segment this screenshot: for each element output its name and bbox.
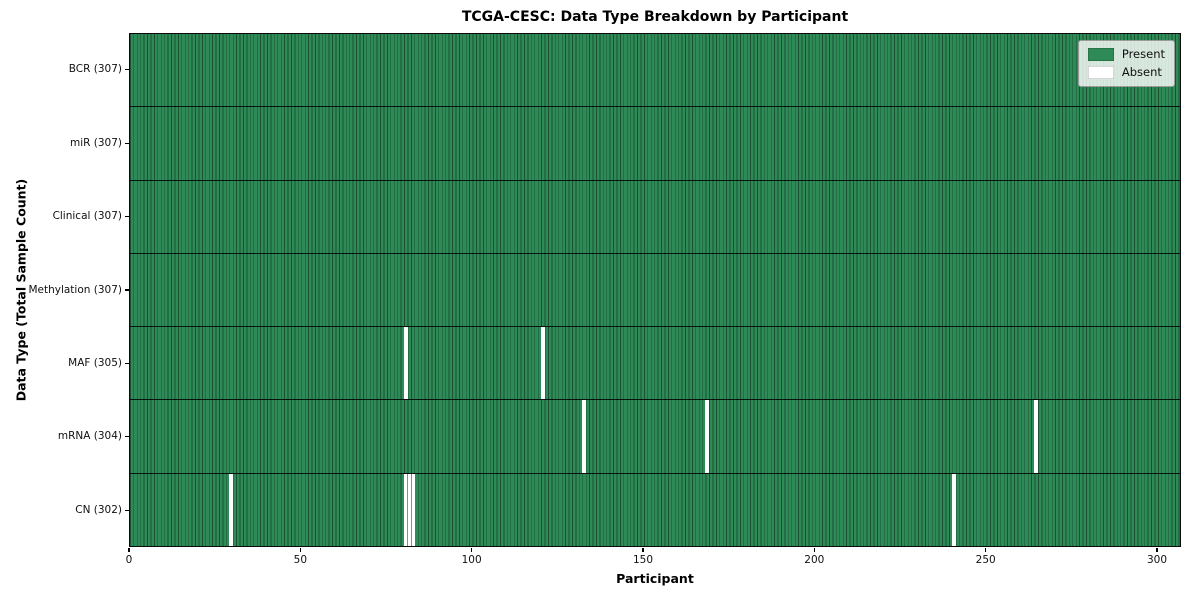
heatmap-plot-area: Present Absent: [129, 33, 1181, 547]
y-tick-mark: [124, 142, 129, 144]
absent-cell: [410, 473, 415, 546]
legend-label-present: Present: [1121, 47, 1165, 61]
y-tick-label-MAF: MAF (305): [68, 356, 122, 369]
x-tick-mark: [299, 548, 301, 553]
y-tick-mark: [124, 69, 129, 71]
x-tick-mark: [642, 548, 644, 553]
x-axis-label: Participant: [616, 571, 694, 586]
legend-item-absent: Absent: [1087, 65, 1165, 79]
absent-cell: [403, 473, 408, 546]
x-tick-label-250: 250: [975, 554, 996, 566]
y-tick-label-Clinical: Clinical (307): [52, 210, 122, 223]
x-tick-label-0: 0: [125, 554, 133, 566]
absent-cell: [1034, 400, 1039, 473]
x-tick-label-150: 150: [632, 554, 654, 566]
heatmap-row-mRNA: [130, 399, 1180, 473]
y-tick-label-miR: miR (307): [69, 136, 122, 149]
y-tick-mark: [124, 509, 129, 511]
heatmap-rows: [130, 34, 1180, 546]
legend: Present Absent: [1077, 40, 1175, 87]
heatmap-row-Methylation: [130, 252, 1180, 326]
y-tick-label-mRNA: mRNA (304): [57, 430, 122, 443]
legend-label-absent: Absent: [1121, 65, 1162, 79]
x-tick-mark: [985, 548, 987, 553]
heatmap-row-Clinical: [130, 179, 1180, 253]
heatmap-row-MAF: [130, 326, 1180, 400]
y-tick-label-BCR: BCR (307): [68, 63, 122, 76]
absent-cell: [582, 400, 586, 473]
y-axis-tick-labels: BCR (307) miR (307) Clinical (307) Methylat…: [0, 0, 122, 600]
absent-cell: [403, 327, 408, 400]
heatmap-row-miR: [130, 106, 1180, 179]
legend-swatch-absent-icon: [1087, 66, 1114, 79]
y-tick-label-CN: CN (302): [75, 503, 122, 516]
absent-cell: [540, 327, 545, 400]
x-tick-label-100: 100: [461, 554, 482, 566]
absent-cell: [407, 473, 412, 546]
legend-swatch-present-icon: [1087, 48, 1114, 61]
absent-cell: [229, 473, 234, 546]
x-tick-mark: [471, 548, 473, 553]
y-tick-label-Methylation: Methylation (307): [28, 283, 122, 296]
x-tick-label-300: 300: [1146, 554, 1168, 566]
x-tick-mark: [128, 548, 130, 553]
heatmap-row-CN: [130, 472, 1180, 546]
x-tick-mark: [813, 548, 815, 553]
x-tick-label-200: 200: [804, 554, 825, 566]
y-tick-mark: [124, 215, 129, 218]
chart-title: TCGA-CESC: Data Type Breakdown by Partic…: [461, 9, 849, 25]
absent-cell: [705, 400, 710, 473]
x-tick-mark: [1156, 548, 1158, 553]
absent-cell: [952, 473, 957, 546]
y-tick-mark: [124, 362, 129, 365]
y-tick-mark: [124, 289, 129, 291]
legend-item-present: Present: [1087, 47, 1165, 61]
heatmap-row-BCR: [130, 34, 1180, 106]
x-tick-label-50: 50: [293, 554, 308, 566]
y-tick-mark: [124, 436, 129, 438]
